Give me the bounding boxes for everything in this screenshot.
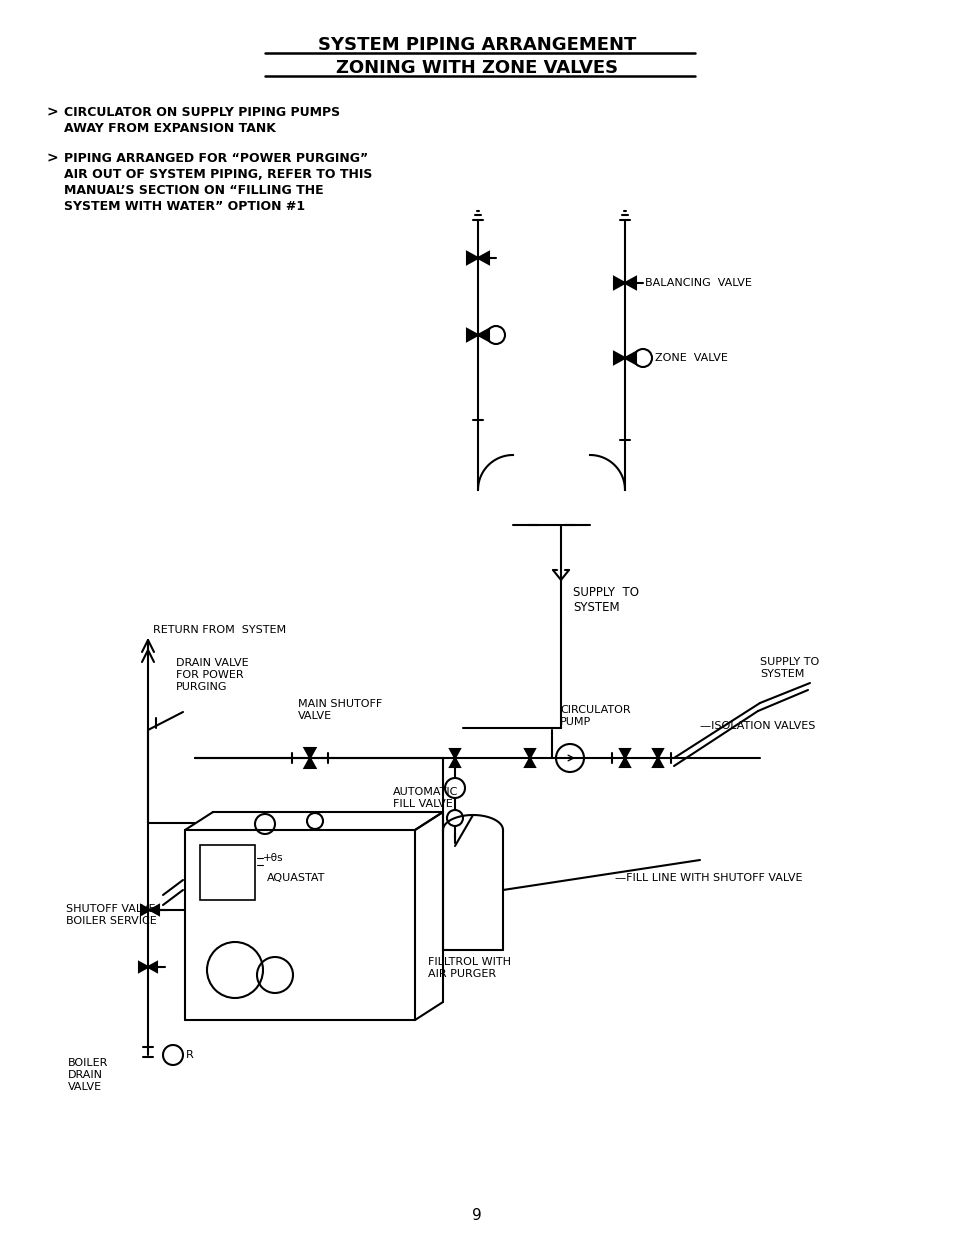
Text: 9: 9: [472, 1208, 481, 1223]
Text: R: R: [186, 1050, 193, 1060]
Polygon shape: [624, 277, 636, 289]
Text: >: >: [46, 151, 57, 165]
Text: PIPING ARRANGED FOR “POWER PURGING”: PIPING ARRANGED FOR “POWER PURGING”: [64, 151, 368, 165]
Text: ZONE  VALVE: ZONE VALVE: [655, 353, 727, 363]
Polygon shape: [614, 352, 624, 365]
Polygon shape: [139, 962, 148, 972]
Text: AUTOMATIC
FILL VALVE: AUTOMATIC FILL VALVE: [393, 787, 457, 808]
Polygon shape: [524, 749, 535, 758]
Text: ZONING WITH ZONE VALVES: ZONING WITH ZONE VALVES: [335, 60, 618, 77]
Text: SYSTEM PIPING ARRANGEMENT: SYSTEM PIPING ARRANGEMENT: [317, 36, 636, 55]
Polygon shape: [619, 749, 629, 758]
Polygon shape: [524, 758, 535, 768]
Polygon shape: [653, 749, 662, 758]
Polygon shape: [653, 758, 662, 768]
Polygon shape: [467, 329, 477, 341]
Text: +θs: +θs: [263, 853, 283, 863]
Polygon shape: [304, 748, 315, 758]
Text: CIRCULATOR
PUMP: CIRCULATOR PUMP: [559, 706, 630, 727]
Text: MAIN SHUTOFF
VALVE: MAIN SHUTOFF VALVE: [297, 699, 382, 720]
Polygon shape: [467, 252, 477, 264]
Text: BOILER
DRAIN
VALVE: BOILER DRAIN VALVE: [68, 1059, 109, 1091]
Text: —ISOLATION VALVES: —ISOLATION VALVES: [700, 720, 815, 732]
Text: MANUAL’S SECTION ON “FILLING THE: MANUAL’S SECTION ON “FILLING THE: [64, 184, 323, 196]
Text: >: >: [46, 105, 57, 119]
Text: AIR OUT OF SYSTEM PIPING, REFER TO THIS: AIR OUT OF SYSTEM PIPING, REFER TO THIS: [64, 167, 372, 181]
Bar: [200, 844, 254, 900]
Text: —FILL LINE WITH SHUTOFF VALVE: —FILL LINE WITH SHUTOFF VALVE: [615, 873, 801, 883]
Polygon shape: [304, 758, 315, 768]
Polygon shape: [148, 962, 157, 972]
Text: BALANCING  VALVE: BALANCING VALVE: [644, 278, 751, 288]
Text: SUPPLY  TO
SYSTEM: SUPPLY TO SYSTEM: [573, 587, 639, 614]
Polygon shape: [614, 277, 624, 289]
Text: CIRCULATOR ON SUPPLY PIPING PUMPS: CIRCULATOR ON SUPPLY PIPING PUMPS: [64, 105, 340, 119]
Polygon shape: [477, 252, 489, 264]
Text: FILLTROL WITH
AIR PURGER: FILLTROL WITH AIR PURGER: [428, 957, 511, 978]
Polygon shape: [150, 905, 159, 915]
Text: SHUTOFF VALVE
BOILER SERVICE: SHUTOFF VALVE BOILER SERVICE: [66, 904, 156, 926]
Polygon shape: [450, 749, 459, 758]
Text: SYSTEM WITH WATER” OPTION #1: SYSTEM WITH WATER” OPTION #1: [64, 200, 305, 212]
Polygon shape: [141, 905, 150, 915]
Polygon shape: [477, 329, 489, 341]
Text: RETURN FROM  SYSTEM: RETURN FROM SYSTEM: [152, 625, 286, 635]
Polygon shape: [450, 758, 459, 768]
Text: AQUASTAT: AQUASTAT: [267, 873, 325, 883]
Text: AWAY FROM EXPANSION TANK: AWAY FROM EXPANSION TANK: [64, 122, 275, 134]
Polygon shape: [624, 352, 636, 365]
Polygon shape: [619, 758, 629, 768]
Text: DRAIN VALVE
FOR POWER
PURGING: DRAIN VALVE FOR POWER PURGING: [175, 658, 249, 692]
Text: SUPPLY TO
SYSTEM: SUPPLY TO SYSTEM: [760, 657, 819, 678]
